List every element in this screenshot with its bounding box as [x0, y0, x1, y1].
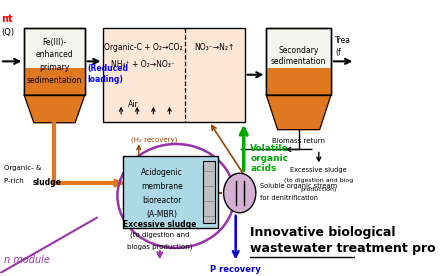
Text: membrane: membrane — [141, 182, 183, 191]
Text: for denitrification: for denitrification — [260, 195, 318, 201]
Bar — [103, 28, 245, 122]
Bar — [203, 161, 215, 223]
Text: enhanced: enhanced — [36, 51, 73, 59]
Text: (to digestion and biog: (to digestion and biog — [284, 178, 353, 183]
Text: (A-MBR): (A-MBR) — [147, 210, 178, 219]
Text: biogas production): biogas production) — [127, 243, 193, 250]
Polygon shape — [266, 95, 331, 130]
Text: Secondary: Secondary — [279, 46, 319, 55]
Text: (Q): (Q) — [2, 28, 15, 37]
Text: Organic- &: Organic- & — [4, 165, 41, 171]
Text: Innovative biological: Innovative biological — [250, 226, 396, 239]
Text: NH₄⁺ + O₂→NO₃⁻: NH₄⁺ + O₂→NO₃⁻ — [111, 60, 175, 69]
Text: Organic-C + O₂→CO₂: Organic-C + O₂→CO₂ — [103, 43, 182, 52]
Bar — [266, 28, 331, 95]
Text: P recovery: P recovery — [210, 265, 261, 274]
Text: P-rich: P-rich — [4, 178, 26, 184]
Text: Excessive sludge: Excessive sludge — [290, 167, 347, 173]
Text: Acidogenic: Acidogenic — [141, 168, 183, 177]
Text: sedimentation: sedimentation — [27, 76, 82, 85]
Text: sludge: sludge — [32, 178, 61, 187]
Text: (Reduced
loading): (Reduced loading) — [87, 64, 128, 84]
Text: Volatile
organic
acids: Volatile organic acids — [250, 144, 289, 173]
Text: Fe(III)-: Fe(III)- — [42, 38, 66, 47]
Text: Air: Air — [128, 100, 138, 109]
Text: NO₃⁻→N₂↑: NO₃⁻→N₂↑ — [195, 43, 235, 52]
Text: (H₂ recovery): (H₂ recovery) — [131, 137, 177, 143]
Bar — [123, 156, 218, 228]
Text: primary: primary — [39, 63, 70, 72]
Text: Excessive sludge: Excessive sludge — [123, 220, 197, 229]
Bar — [266, 28, 331, 95]
Text: Trea: Trea — [335, 36, 351, 45]
Bar — [266, 68, 331, 95]
Text: Biomass return: Biomass return — [272, 137, 325, 144]
Text: (f: (f — [335, 47, 341, 57]
Text: (to digestion and: (to digestion and — [130, 232, 190, 238]
Text: production): production) — [301, 187, 337, 192]
Text: bioreactor: bioreactor — [143, 196, 182, 205]
Text: wastewater treatment pro: wastewater treatment pro — [250, 243, 436, 256]
Bar — [24, 68, 85, 95]
Bar — [24, 28, 85, 95]
Polygon shape — [24, 95, 85, 123]
Text: sedimentation: sedimentation — [271, 57, 326, 67]
Text: nt: nt — [2, 14, 13, 24]
Text: Soluble organic stream: Soluble organic stream — [260, 183, 337, 189]
Bar — [24, 28, 85, 95]
Text: n module: n module — [4, 255, 50, 265]
Circle shape — [224, 173, 256, 213]
